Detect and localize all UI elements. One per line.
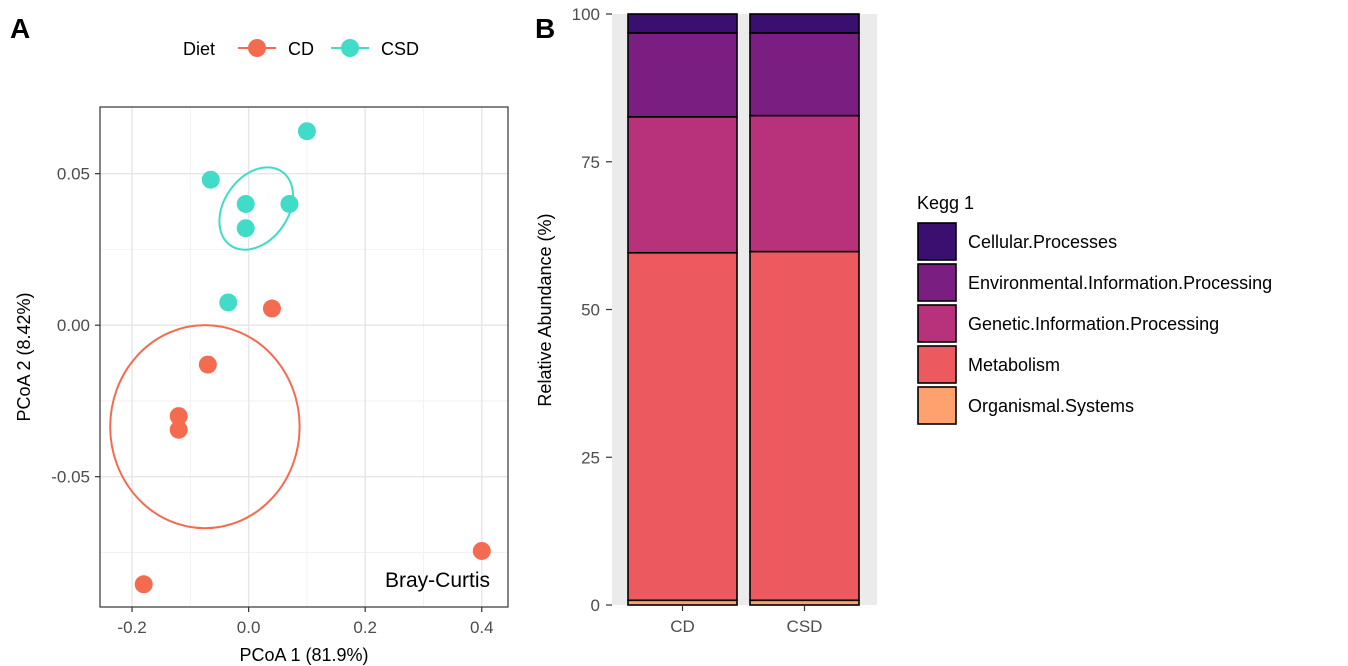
bar-panel: 0 25 50 75 100 CD CSD Relative Abundance (%) xyxy=(535,5,877,636)
point-csd xyxy=(236,194,255,213)
bar-x-tick-label: CSD xyxy=(787,617,823,636)
point-cd xyxy=(262,299,281,318)
bar-y-axis-label: Relative Abundance (%) xyxy=(535,213,555,406)
bar-segments xyxy=(627,13,860,606)
scatter-y-tick-label: 0.00 xyxy=(57,316,90,335)
point-cd xyxy=(169,407,188,426)
scatter-panel: -0.2 0.0 0.2 0.4 -0.050.000.05 Bray-Curtis … xyxy=(14,39,509,665)
bar-segment-cd-genetic-information-processing xyxy=(627,116,738,254)
legend-swatch-metabolism xyxy=(917,345,957,384)
scatter-y-ticks: -0.05 0.00 0.05 xyxy=(51,165,100,487)
scatter-points xyxy=(134,122,491,594)
scatter-y-axis-label: PCoA 2 (8.42%) xyxy=(14,292,34,421)
bar-segment-cd-cellular-processes xyxy=(627,13,738,34)
point-csd xyxy=(297,122,316,141)
bar-y-tick-label: 25 xyxy=(581,448,600,467)
bar-segment-cd-metabolism xyxy=(627,251,738,602)
scatter-annotation: Bray-Curtis xyxy=(385,569,490,592)
point-csd xyxy=(280,194,299,213)
scatter-x-tick-label: 0.4 xyxy=(470,618,494,637)
point-csd xyxy=(201,170,220,189)
scatter-border xyxy=(99,106,509,608)
bar-y-ticks: 0 25 50 75 100 xyxy=(572,5,612,615)
bar-y-tick-label: 100 xyxy=(572,5,600,24)
legend-swatch-cellular-processes xyxy=(917,222,957,261)
bar-segment-csd-metabolism xyxy=(749,250,860,602)
bar-x-ticks: CD CSD xyxy=(670,605,822,636)
panel-b-letter: B xyxy=(535,13,555,44)
bar-segment-csd-cellular-processes xyxy=(749,13,860,34)
legend-cd-label: CD xyxy=(288,39,314,59)
panel-a-letter: A xyxy=(10,13,30,44)
point-csd xyxy=(219,293,238,312)
legend-swatch-environmental-information-processing xyxy=(917,263,957,302)
bar-y-tick-label: 75 xyxy=(581,153,600,172)
scatter-x-ticks: -0.2 0.0 0.2 0.4 xyxy=(117,607,494,637)
scatter-x-axis-label: PCoA 1 (81.9%) xyxy=(239,645,368,665)
bar-x-tick-label: CD xyxy=(670,617,695,636)
scatter-x-tick-label: 0.2 xyxy=(353,618,377,637)
legend-label-cellular-processes: Cellular.Processes xyxy=(968,232,1117,252)
bar-segment-csd-genetic-information-processing xyxy=(749,114,860,253)
scatter-plot-area xyxy=(100,107,508,607)
legend-label-environmental-information-processing: Environmental.Information.Processing xyxy=(968,273,1272,293)
ellipse-cd xyxy=(109,324,301,530)
legend-label-metabolism: Metabolism xyxy=(968,355,1060,375)
scatter-y-tick-label: -0.05 xyxy=(51,468,90,487)
scatter-legend-title: Diet xyxy=(183,39,215,59)
scatter-x-tick-label: 0.0 xyxy=(237,618,261,637)
scatter-grid xyxy=(100,107,508,607)
bar-legend-title: Kegg 1 xyxy=(917,193,974,213)
bar-y-tick-label: 50 xyxy=(581,301,600,320)
legend-cd-marker xyxy=(248,39,266,57)
bar-legend-items: Cellular.Processes Environmental.Informat… xyxy=(917,222,1272,425)
bar-legend: Kegg 1 Cellular.Processes Environmental.I… xyxy=(917,193,1272,425)
point-cd xyxy=(169,420,188,439)
point-csd xyxy=(236,219,255,238)
legend-label-genetic-information-processing: Genetic.Information.Processing xyxy=(968,314,1219,334)
point-cd xyxy=(472,541,491,560)
legend-label-organismal-systems: Organismal.Systems xyxy=(968,396,1134,416)
point-cd xyxy=(198,355,217,374)
scatter-x-tick-label: -0.2 xyxy=(117,618,146,637)
bar-y-tick-label: 0 xyxy=(591,596,600,615)
bar-segment-csd-environmental-information-processing xyxy=(749,32,860,117)
scatter-legend: Diet CD CSD xyxy=(183,39,419,59)
ellipse-csd xyxy=(218,166,294,251)
bar-segment-cd-environmental-information-processing xyxy=(627,32,738,118)
legend-swatch-organismal-systems xyxy=(917,386,957,425)
scatter-y-tick-label: 0.05 xyxy=(57,165,90,184)
legend-csd-label: CSD xyxy=(381,39,419,59)
legend-swatch-genetic-information-processing xyxy=(917,304,957,343)
point-cd xyxy=(134,575,153,594)
legend-csd-marker xyxy=(341,39,359,57)
scatter-ellipses xyxy=(109,166,301,530)
